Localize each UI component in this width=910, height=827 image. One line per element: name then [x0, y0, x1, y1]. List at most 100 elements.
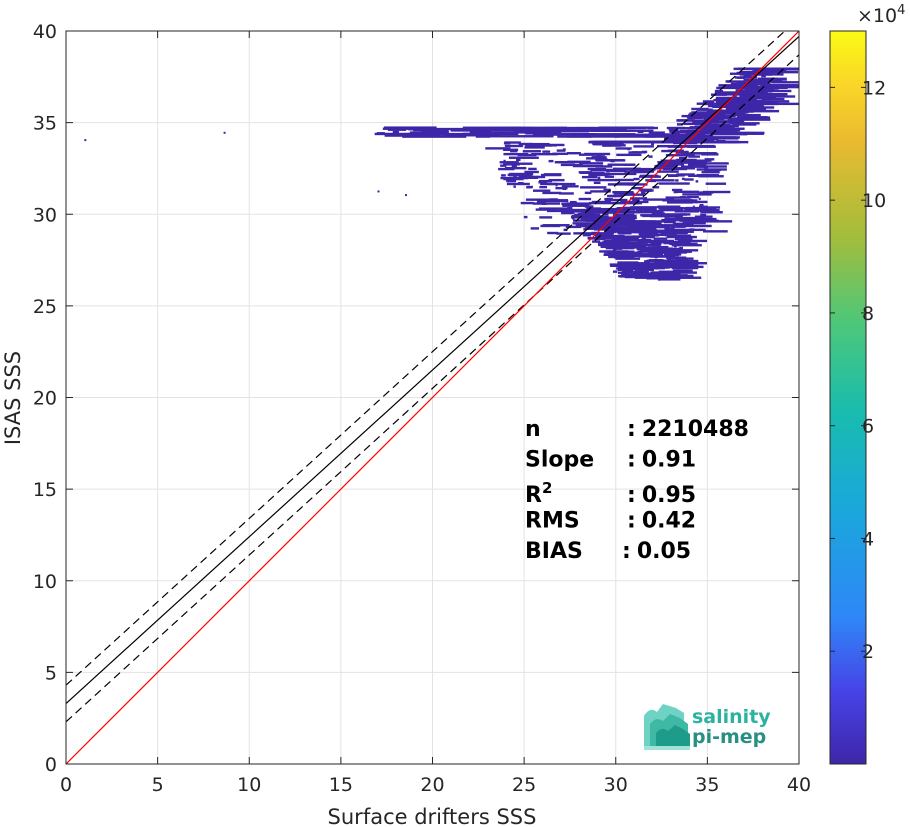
density-cell: [645, 196, 647, 200]
density-cell: [561, 211, 572, 215]
density-cell: [681, 114, 699, 118]
density-cell: [598, 207, 629, 211]
density-cell: [594, 158, 608, 161]
density-cell: [679, 219, 696, 222]
density-cell: [660, 207, 691, 210]
density-cell: [593, 172, 611, 176]
density-cell: [714, 89, 724, 93]
density-cell: [688, 155, 701, 158]
density-cell: [701, 120, 745, 123]
density-cell: [639, 272, 644, 276]
density-cell: [608, 239, 622, 243]
density-cell: [664, 247, 674, 250]
density-cell: [676, 119, 720, 122]
density-cell: [524, 146, 545, 149]
density-cell: [660, 231, 688, 235]
density-cell: [531, 152, 558, 156]
density-cell: [613, 140, 622, 144]
density-cell: [615, 147, 632, 150]
density-cell: [589, 140, 608, 144]
density-cell: [652, 186, 660, 189]
density-cell: [699, 228, 706, 232]
density-cell: [615, 257, 641, 260]
density-cell: [525, 198, 556, 201]
density-cell: [622, 241, 649, 244]
density-cell: [736, 81, 770, 84]
density-cell: [676, 190, 699, 194]
density-cell: [684, 178, 694, 181]
density-cell: [621, 270, 649, 274]
density-cell: [657, 276, 687, 279]
density-cell: [679, 262, 708, 265]
density-cell: [735, 86, 740, 90]
density-cell: [530, 227, 540, 230]
colorbar-exponent-power: 4: [897, 3, 905, 18]
stat-label: R2: [525, 479, 552, 508]
density-cell: [730, 127, 745, 130]
density-cell: [710, 132, 748, 136]
density-cell: [739, 94, 753, 97]
density-cell: [542, 150, 551, 153]
density-cell: [649, 255, 676, 258]
colorbar: [829, 30, 867, 765]
density-cell: [677, 126, 715, 130]
density-cell: [664, 227, 675, 230]
density-cell: [642, 214, 653, 218]
density-cell: [661, 160, 693, 164]
stat-label: n: [525, 417, 541, 442]
density-cell: [744, 114, 750, 118]
density-cell: [595, 165, 613, 168]
density-cell: [532, 189, 551, 192]
density-cell: [670, 138, 703, 142]
fit-upper-dashed-line: [66, 31, 786, 686]
colorbar-exponent-base: ×10: [857, 5, 897, 27]
density-cell: [533, 144, 557, 147]
density-cell: [584, 191, 592, 195]
density-cell: [664, 217, 676, 220]
density-cell: [616, 178, 634, 182]
density-cell: [608, 255, 635, 259]
density-cell: [596, 154, 602, 157]
density-cell: [701, 217, 717, 221]
density-cell: [712, 105, 737, 109]
density-cell: [740, 95, 776, 99]
density-cell: [569, 211, 575, 215]
density-cell: [494, 128, 553, 132]
density-cell: [696, 102, 730, 105]
density-cell: [539, 179, 552, 183]
y-tick-label: 40: [33, 21, 57, 43]
density-cell: [747, 73, 773, 76]
density-cell: [613, 194, 623, 198]
density-cell: [618, 232, 632, 235]
density-cell: [633, 177, 640, 181]
density-cell: [590, 168, 616, 172]
density-cell: [700, 160, 708, 163]
density-cell: [702, 192, 705, 195]
density-cell: [517, 153, 537, 157]
density-cell: [698, 175, 724, 178]
density-cell: [584, 205, 594, 208]
y-tick-label: 5: [45, 662, 57, 684]
density-cell: [716, 96, 745, 100]
density-cell: [674, 216, 704, 220]
density-cell: [636, 264, 649, 267]
density-cell: [660, 159, 681, 162]
density-cell: [679, 218, 688, 222]
density-cell: [624, 170, 655, 173]
colorbar-exponent: ×104: [857, 3, 905, 27]
density-cell: [594, 222, 624, 226]
density-cell: [652, 273, 681, 276]
density-cell: [612, 190, 634, 194]
density-cell: [592, 220, 622, 223]
x-axis-label: Surface drifters SSS: [328, 805, 537, 827]
density-cell: [548, 159, 554, 163]
density-cell: [555, 186, 568, 190]
density-cell: [616, 153, 642, 157]
density-cell: [646, 235, 654, 239]
density-cell: [622, 263, 647, 267]
density-cell: [736, 71, 763, 75]
density-cell: [668, 128, 679, 131]
density-cell: [532, 133, 561, 136]
density-cell: [663, 220, 676, 224]
